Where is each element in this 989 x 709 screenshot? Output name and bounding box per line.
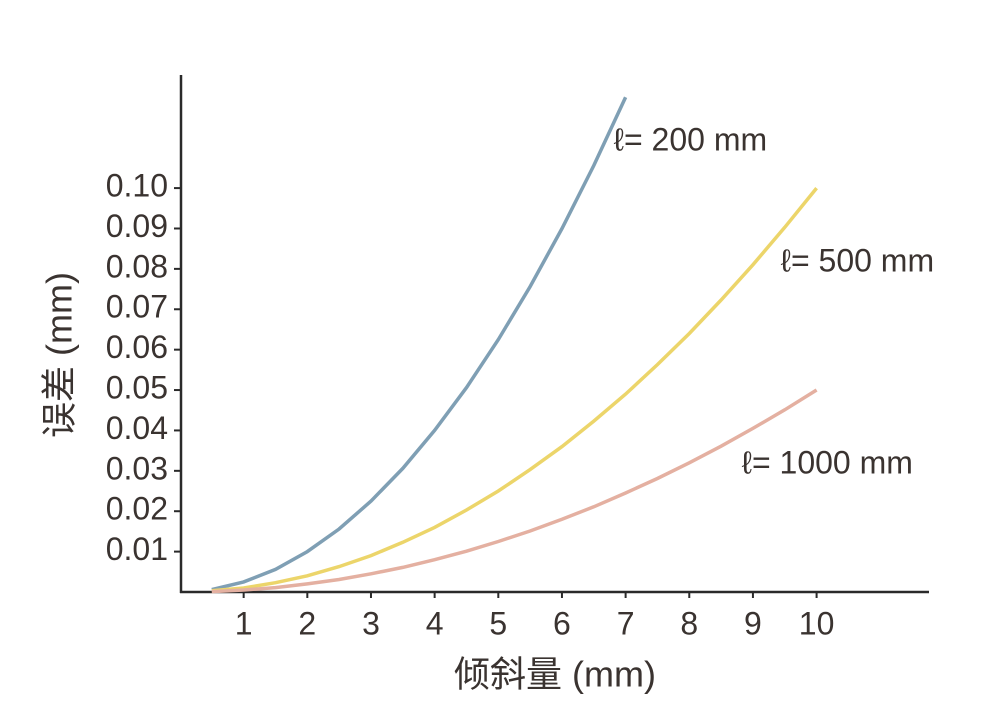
x-tick-label: 3: [362, 605, 380, 641]
line: [211, 96, 628, 592]
y-tick-label: 0.08: [106, 248, 168, 284]
series-label: ℓ= 200 mm: [614, 122, 768, 158]
x-tick-label: 2: [298, 605, 316, 641]
x-axis-title: 倾斜量 (mm): [454, 654, 656, 695]
y-tick-label: 0.10: [106, 168, 168, 204]
y-tick-label: 0.01: [106, 531, 168, 567]
y-tick-label: 0.04: [106, 410, 168, 446]
x-tick-label: 4: [426, 605, 444, 641]
y-tick-label: 0.06: [106, 329, 168, 365]
y-tick-label: 0.05: [106, 370, 168, 406]
x-tick-label: 7: [617, 605, 635, 641]
y-tick-label: 0.07: [106, 289, 168, 325]
line: [211, 186, 818, 593]
series-label: ℓ= 1000 mm: [742, 445, 913, 481]
x-tick-label: 8: [680, 605, 698, 641]
x-tick-label: 5: [489, 605, 507, 641]
x-tick-label: 1: [235, 605, 253, 641]
x-tick-label: 6: [553, 605, 571, 641]
x-tick-label: 9: [744, 605, 762, 641]
y-tick-label: 0.02: [106, 491, 168, 527]
x-tick-label: 10: [799, 605, 835, 641]
series-label: ℓ= 500 mm: [781, 243, 935, 279]
line: [211, 388, 818, 594]
y-tick-label: 0.03: [106, 450, 168, 486]
y-axis-title: 误差 (mm): [39, 272, 80, 438]
y-tick-label: 0.09: [106, 208, 168, 244]
